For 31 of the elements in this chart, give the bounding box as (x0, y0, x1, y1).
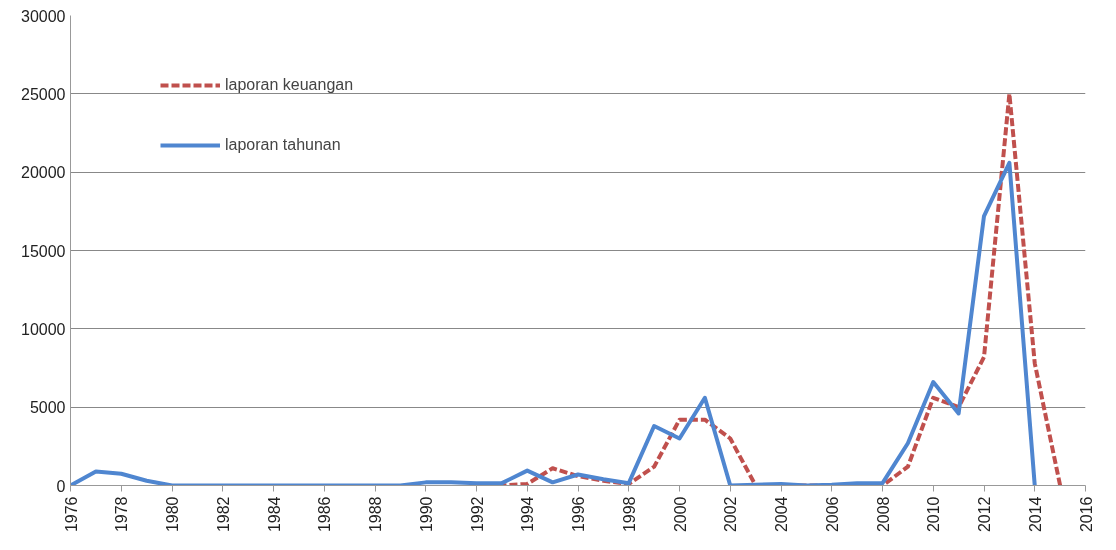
x-tick-label: 2008 (874, 496, 892, 533)
x-tick-label: 2012 (976, 496, 993, 533)
x-tick-label: 1992 (468, 496, 486, 533)
y-tick-label: 25000 (21, 85, 66, 103)
y-tick-label: 20000 (21, 164, 66, 182)
x-tick-label: 2004 (773, 496, 790, 533)
x-tick-label: 2010 (925, 496, 943, 533)
x-tick-label: 1988 (367, 496, 384, 533)
x-tick-label: 1978 (113, 496, 131, 533)
x-tick-label: 1982 (214, 496, 232, 533)
x-tick-label: 1996 (570, 496, 587, 533)
x-tick-label: 1976 (62, 496, 80, 533)
legend-label: laporan keuangan (225, 76, 354, 94)
y-tick-label: 0 (56, 477, 66, 495)
x-tick-label: 1990 (417, 496, 435, 533)
y-tick-label: 10000 (21, 320, 66, 338)
x-tick-label: 2016 (1077, 496, 1095, 533)
x-tick-label: 1986 (316, 496, 334, 533)
x-tick-label: 2000 (671, 496, 689, 533)
x-tick-label: 2002 (722, 496, 740, 533)
x-tick-label: 1994 (519, 496, 537, 533)
x-tick-label: 1984 (265, 496, 283, 533)
y-tick-label: 5000 (29, 399, 66, 417)
x-tick-label: 2006 (823, 496, 841, 533)
x-tick-label: 1980 (164, 496, 181, 533)
legend-label: laporan tahunan (225, 136, 341, 154)
line-series (70, 160, 1037, 486)
y-tick-label: 30000 (21, 7, 66, 25)
y-tick-label: 15000 (21, 242, 66, 260)
x-tick-label: 1998 (620, 496, 638, 533)
x-tick-label: 2014 (1026, 496, 1044, 533)
